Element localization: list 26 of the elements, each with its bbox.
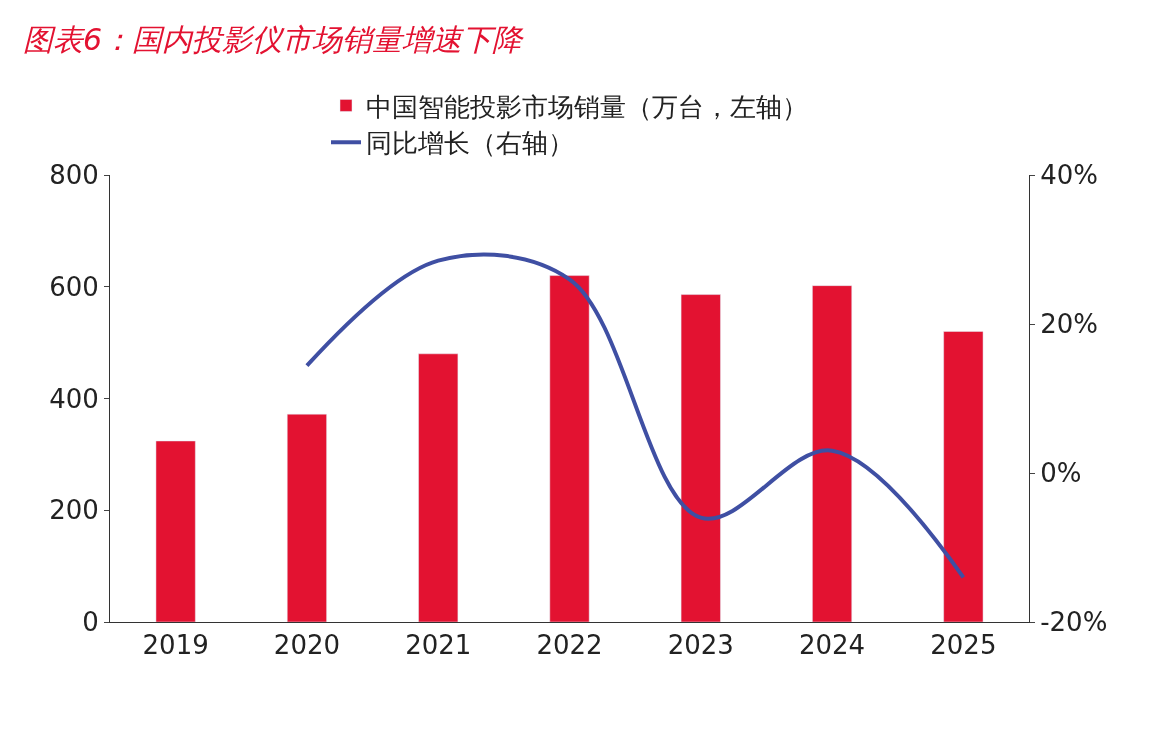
chart-title: 图表6：国内投影仪市场销量增速下降 bbox=[22, 22, 525, 58]
y-tick-label: 200 bbox=[49, 495, 99, 526]
x-tick-label: 2019 bbox=[142, 630, 209, 661]
x-tick-label: 2024 bbox=[798, 630, 866, 661]
bar bbox=[549, 275, 590, 622]
y-tick-label: 0 bbox=[82, 607, 99, 638]
y2-tick-label: 20% bbox=[1040, 309, 1098, 340]
y2-tick-label: -20% bbox=[1040, 607, 1108, 638]
bar bbox=[286, 413, 327, 622]
bar bbox=[943, 331, 984, 622]
y-tick-label: 400 bbox=[49, 383, 99, 414]
bar bbox=[680, 294, 721, 622]
x-tick-label: 2022 bbox=[536, 630, 603, 661]
y2-tick-label: 0% bbox=[1040, 458, 1082, 489]
y-tick-label: 600 bbox=[49, 271, 99, 302]
y-tick-label: 800 bbox=[49, 160, 99, 191]
y2-tick-label: 40% bbox=[1040, 160, 1098, 191]
bar bbox=[418, 353, 459, 622]
legend-label: 同比增长（右轴） bbox=[366, 128, 574, 159]
legend-label: 中国智能投影市场销量（万台，左轴） bbox=[366, 91, 808, 122]
x-tick-label: 2020 bbox=[273, 630, 341, 661]
x-tick-label: 2023 bbox=[667, 630, 734, 661]
bar bbox=[155, 440, 196, 622]
x-tick-label: 2025 bbox=[930, 630, 997, 661]
bar bbox=[812, 285, 853, 622]
x-tick-label: 2021 bbox=[405, 630, 472, 661]
